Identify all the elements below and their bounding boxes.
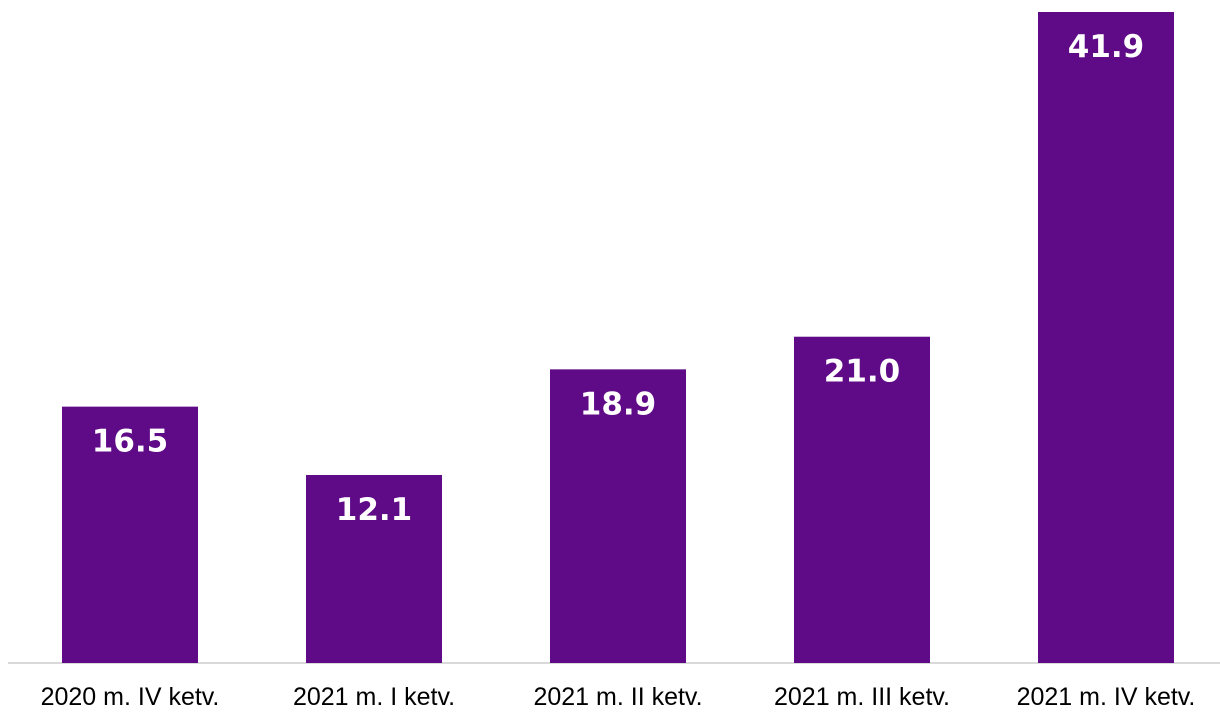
value-label-4: 21.0 xyxy=(824,354,901,390)
bar-2 xyxy=(306,475,442,663)
value-label-1: 16.5 xyxy=(92,424,169,460)
bars-group xyxy=(62,12,1174,663)
category-label-1: 2020 m. IV ketv. xyxy=(41,683,220,711)
bar-3 xyxy=(550,369,686,663)
value-label-2: 12.1 xyxy=(336,492,413,528)
value-labels-group: 16.5 12.1 18.9 21.0 41.9 xyxy=(92,29,1145,528)
bar-4 xyxy=(794,336,930,663)
category-labels-group: 2020 m. IV ketv. 2021 m. I ketv. 2021 m. I… xyxy=(41,683,1196,711)
category-label-2: 2021 m. I ketv. xyxy=(293,683,455,711)
value-label-5: 41.9 xyxy=(1068,29,1145,65)
bar-5 xyxy=(1038,12,1174,663)
category-label-3: 2021 m. II ketv. xyxy=(533,683,702,711)
bar-1 xyxy=(62,406,198,663)
category-label-5: 2021 m. IV ketv. xyxy=(1017,683,1196,711)
value-label-3: 18.9 xyxy=(580,386,657,422)
category-label-4: 2021 m. III ketv. xyxy=(774,683,950,711)
